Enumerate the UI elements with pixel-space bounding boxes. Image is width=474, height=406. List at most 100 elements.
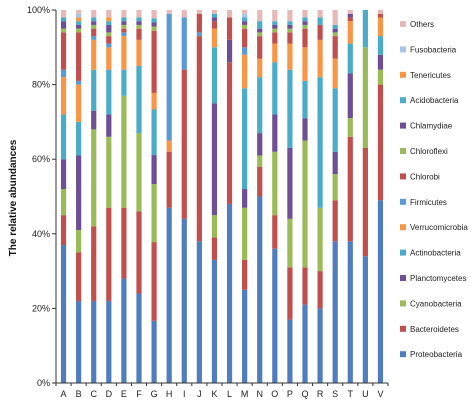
bar-segment-E-actinobacteria (121, 69, 127, 96)
bar-segment-M-chlorobi (242, 28, 248, 48)
bar-segment-T-bacteroidetes (347, 136, 353, 242)
x-tick-label-D: D (106, 389, 113, 399)
bar-segment-V-bacteroidetes (377, 84, 384, 201)
bar-segment-B-chlorobi (76, 32, 82, 81)
bar-segment-Q-cyanobacteria (302, 140, 308, 268)
bar-segment-S-chlamydiae (332, 28, 338, 33)
legend-label-actinobacteria: Actinobacteria (410, 249, 461, 258)
bar-segment-M-chloroflexi (242, 24, 248, 29)
bar-segment-D-tenericutes (106, 17, 112, 22)
bar-segment-F-verrucomicrobia (136, 39, 142, 66)
bar-segment-S-bacteroidetes (332, 200, 338, 242)
bar-segment-D-verrucomicrobia (106, 47, 112, 70)
x-tick-label-H: H (166, 389, 173, 399)
bar-segment-R-chlorobi (317, 24, 323, 40)
bar-segment-L-proteobacteria (226, 203, 233, 383)
bar-segment-F-chlorobi (136, 28, 142, 40)
bar-segment-B-acidobacteria (76, 21, 82, 25)
bar-segment-S-chlorobi (332, 36, 338, 59)
bar-segment-M-others (242, 10, 248, 14)
x-tick-label-R: R (317, 389, 324, 399)
bar-segment-T-proteobacteria (347, 241, 353, 383)
bar-segment-B-fusobacteria (76, 13, 82, 18)
bar-segment-B-chloroflexi (76, 28, 82, 33)
bar-segment-A-cyanobacteria (60, 189, 67, 216)
bar-segment-N-proteobacteria (257, 196, 263, 383)
bar-segment-Q-proteobacteria (302, 304, 308, 383)
bar-segment-N-actinobacteria (257, 77, 263, 134)
x-tick-label-A: A (61, 389, 67, 399)
bar-segment-T-planctomycetes (347, 73, 353, 119)
bar-segment-D-chlamydiae (106, 24, 112, 33)
bar-segment-A-bacteroidetes (60, 215, 67, 245)
bar-segment-C-chloroflexi (91, 24, 97, 29)
legend-swatch-chlorobi (400, 173, 406, 180)
bar-segment-Q-chloroflexi (302, 24, 308, 29)
bar-segment-S-proteobacteria (332, 241, 338, 383)
legend-swatch-bacteroidetes (400, 325, 406, 332)
bar-segment-M-actinobacteria (242, 88, 248, 190)
bar-segment-C-acidobacteria (91, 17, 97, 22)
bar-segment-T-actinobacteria (347, 43, 353, 74)
legend-swatch-actinobacteria (400, 249, 406, 256)
bar-segment-K-proteobacteria (211, 259, 218, 383)
legend-label-verrucomicrobia: Verrucomicrobia (410, 223, 468, 232)
bar-segment-A-proteobacteria (60, 244, 67, 383)
bar-segment-C-bacteroidetes (91, 226, 97, 301)
y-tick-label: 100% (27, 5, 50, 15)
bar-segment-T-cyanobacteria (347, 118, 353, 137)
bar-segment-U-proteobacteria (362, 256, 368, 383)
bar-segment-Q-actinobacteria (302, 80, 308, 119)
bar-segment-U-cyanobacteria (362, 47, 368, 149)
bar-segment-C-actinobacteria (91, 69, 97, 111)
bar-segment-P-cyanobacteria (287, 218, 293, 268)
x-tick-label-O: O (271, 389, 278, 399)
bar-segment-N-others (257, 10, 263, 22)
bar-segment-M-verrucomicrobia (242, 54, 248, 89)
bar-segment-A-planctomycetes (60, 159, 67, 190)
bar-segment-P-acidobacteria (287, 21, 293, 25)
bar-segment-Q-planctomycetes (302, 118, 308, 141)
bar-segment-Q-others (302, 10, 308, 18)
x-tick-label-K: K (211, 389, 217, 399)
bar-segment-G-actinobacteria (151, 109, 157, 156)
bar-segment-K-planctomycetes (211, 103, 218, 216)
legend-label-cyanobacteria: Cyanobacteria (410, 299, 462, 308)
legend-swatch-acidobacteria (400, 97, 406, 104)
bar-segment-A-actinobacteria (60, 114, 67, 160)
bar-segment-G-others (151, 10, 157, 19)
bar-segment-V-others (377, 10, 384, 14)
bar-segment-T-others (347, 10, 353, 14)
bar-segment-F-actinobacteria (136, 65, 142, 134)
x-tick-label-T: T (348, 389, 354, 399)
x-tick-label-L: L (227, 389, 232, 399)
bar-segment-G-planctomycetes (151, 155, 157, 185)
bar-segment-D-bacteroidetes (106, 207, 112, 301)
bar-segment-L-planctomycetes (226, 39, 233, 63)
bar-segment-F-bacteroidetes (136, 211, 142, 294)
legend-swatch-chloroflexi (400, 148, 406, 154)
bar-segment-V-planctomycetes (377, 54, 384, 70)
bar-segment-B-actinobacteria (76, 121, 82, 156)
bar-segment-K-chlamydiae (211, 17, 218, 22)
bar-segment-N-chlorobi (257, 36, 263, 59)
bar-segment-Q-acidobacteria (302, 17, 308, 22)
bar-segment-H-verrucomicrobia (166, 140, 172, 152)
bar-segment-R-proteobacteria (317, 308, 323, 383)
bar-segment-N-chloroflexi (257, 32, 263, 37)
bar-segment-J-chlorobi (196, 13, 202, 33)
bar-segment-K-chlorobi (211, 21, 218, 29)
bar-segment-Q-verrucomicrobia (302, 47, 308, 81)
bar-segment-B-cyanobacteria (76, 230, 82, 253)
bar-segment-M-chlamydiae (242, 21, 248, 25)
bar-segment-L-chlorobi (226, 17, 233, 40)
bar-segment-K-others (211, 10, 218, 14)
bar-segment-K-actinobacteria (211, 47, 218, 104)
bar-segment-S-planctomycetes (332, 151, 338, 175)
bar-segment-G-bacteroidetes (151, 242, 157, 321)
bar-segment-F-chloroflexi (136, 24, 142, 29)
legend-swatch-firmicutes (400, 198, 406, 205)
bar-segment-M-proteobacteria (242, 289, 248, 383)
bar-segment-R-actinobacteria (317, 77, 323, 208)
